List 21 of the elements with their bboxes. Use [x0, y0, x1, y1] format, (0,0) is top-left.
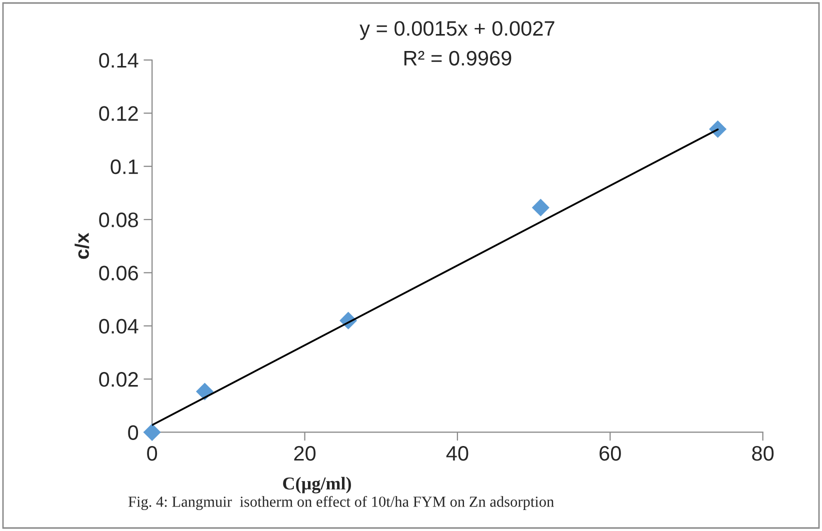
- x-tick-label: 0: [147, 446, 158, 461]
- y-tick-label: 0.14: [99, 53, 138, 68]
- x-tick-label: 60: [600, 446, 621, 461]
- annotation: R² = 0.9969: [404, 50, 512, 66]
- point: [143, 423, 161, 442]
- point: [708, 120, 727, 138]
- y-tick-label: 0.02: [99, 372, 138, 387]
- x-tick-label: 40: [446, 446, 468, 461]
- y-tick-label: 0.12: [99, 106, 138, 121]
- y-tick-label: 0: [128, 425, 138, 440]
- point: [532, 198, 550, 216]
- x-tick-label: 20: [294, 446, 316, 461]
- caption: Fig. 4: Langmuir isotherm on effect of 10t/ha FYM on Zn adsorption: [128, 496, 554, 510]
- y-tick-label: 0.08: [99, 212, 138, 228]
- y-tick-label: 0.06: [99, 266, 138, 280]
- x-tick-label: 80: [752, 446, 774, 461]
- x-axis-title: C(µg/ml): [283, 476, 351, 494]
- text: y = 0.0015x + 0.0027: [360, 21, 554, 40]
- y-tick-label: 0.1: [110, 159, 138, 174]
- y-axis-title: c/x: [74, 232, 90, 259]
- y-tick-label: 0.04: [99, 318, 138, 334]
